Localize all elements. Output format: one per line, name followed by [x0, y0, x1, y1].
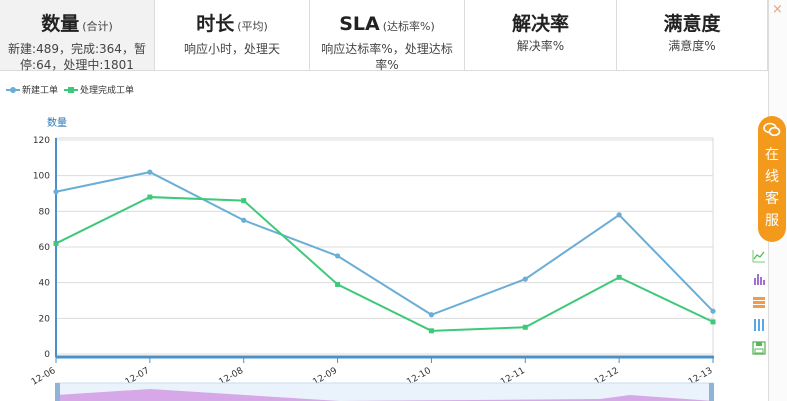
data-zoom-handle-left[interactable] [55, 383, 60, 401]
y-tick-label: 40 [39, 279, 51, 289]
legend-item-new[interactable]: 新建工单 [6, 83, 58, 96]
data-point[interactable] [241, 198, 247, 204]
legend-label: 处理完成工单 [80, 86, 135, 96]
tab-description: 解决率% [516, 39, 565, 53]
stack-icon[interactable] [752, 295, 766, 309]
customer-service-char: 客 [765, 191, 779, 207]
data-point[interactable] [710, 319, 716, 325]
data-point[interactable] [710, 308, 716, 314]
tab-title: 满意度 [663, 13, 721, 35]
series-line-0 [55, 171, 714, 316]
data-point[interactable] [428, 312, 435, 318]
customer-service-char: 服 [765, 213, 779, 229]
data-point[interactable] [147, 169, 153, 175]
tab-subtitle: (合计) [82, 20, 113, 33]
tiled-icon[interactable] [752, 318, 766, 332]
data-zoom-handle-right[interactable] [709, 383, 714, 401]
tab-title: 数量 [41, 13, 80, 35]
legend-label: 新建工单 [22, 86, 59, 96]
x-tick-label: 12-06 [30, 366, 58, 388]
data-point[interactable] [53, 240, 59, 246]
tab-title: 时长 [196, 13, 235, 35]
tab-description: 响应达标率%，处理达标率% [321, 42, 453, 72]
tab-0[interactable]: 数量 (合计) 新建:489，完成:364，暂停:64，处理中:1801 [0, 0, 155, 72]
data-point[interactable] [334, 253, 341, 259]
tab-description: 响应小时，处理天 [183, 42, 280, 56]
data-point[interactable] [428, 328, 434, 334]
tab-subtitle: (平均) [237, 20, 268, 33]
legend-item-done[interactable]: 处理完成工单 [64, 83, 134, 96]
series-line-1 [55, 196, 714, 332]
tab-description: 新建:489，完成:364，暂停:64，处理中:1801 [8, 42, 146, 72]
bar-chart-icon[interactable] [752, 272, 766, 286]
customer-service-char: 线 [765, 169, 779, 185]
y-axis-label: 数量 [47, 116, 67, 129]
legend-line-circle-icon [6, 86, 20, 94]
y-tick-label: 80 [39, 207, 51, 217]
y-tick-label: 120 [33, 136, 50, 146]
data-point[interactable] [53, 189, 59, 195]
tab-1[interactable]: 时长 (平均) 响应小时，处理天 [155, 0, 310, 70]
y-tick-label: 0 [44, 350, 50, 360]
line-chart-icon[interactable] [752, 249, 766, 263]
close-icon[interactable]: × [772, 2, 783, 17]
plot-area [55, 137, 714, 355]
tab-title: 解决率 [511, 13, 569, 35]
tab-title: SLA [339, 13, 380, 35]
metric-tabs: 数量 (合计) 新建:489，完成:364，暂停:64，处理中:1801 时长 (平均)… [0, 0, 768, 72]
chat-bubble-icon [763, 122, 781, 137]
save-image-icon[interactable] [752, 341, 766, 355]
tab-4[interactable]: 满意度满意度% [617, 0, 768, 70]
data-point[interactable] [522, 276, 528, 282]
data-point[interactable] [147, 194, 153, 200]
data-point[interactable] [241, 217, 247, 223]
tab-3[interactable]: 解决率解决率% [465, 0, 617, 70]
customer-service-char: 在 [765, 147, 779, 163]
tab-2[interactable]: SLA (达标率%) 响应达标率%，处理达标率% [310, 0, 465, 72]
y-tick-label: 60 [39, 243, 51, 253]
legend-line-square-icon [64, 86, 79, 94]
data-point[interactable] [335, 281, 341, 287]
data-point[interactable] [522, 324, 528, 330]
y-tick-label: 20 [39, 314, 51, 324]
data-point[interactable] [616, 274, 622, 280]
y-tick-label: 100 [33, 172, 50, 182]
tab-subtitle: (达标率%) [382, 20, 435, 33]
data-zoom-preview [56, 389, 713, 401]
tab-description: 满意度% [668, 39, 716, 53]
chart-legend: 新建工单 处理完成工单 [6, 83, 140, 96]
online-customer-service-button[interactable]: 在线客服 [758, 116, 786, 242]
data-point[interactable] [616, 212, 622, 218]
